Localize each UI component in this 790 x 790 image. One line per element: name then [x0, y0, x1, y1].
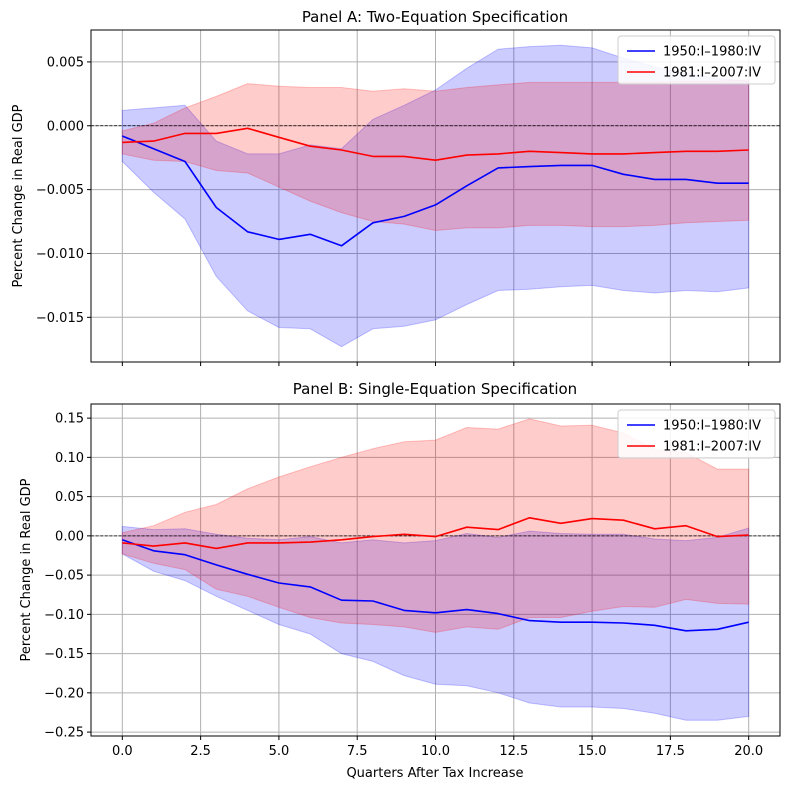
panel-a-lines — [121, 127, 749, 247]
panel-b-y-tick-label: −0.20 — [44, 686, 84, 701]
panel-b-x-ticks: 0.0 2.5 5.0 7.5 10.0 12.5 15.0 17.5 20.0 — [112, 736, 763, 759]
panel-b-y-tick-label: −0.25 — [44, 726, 84, 741]
panel-a-legend-label-red: 1981:I–2007:IV — [663, 66, 761, 81]
panel-a: Panel A: Two-Equation Specification Perc… — [11, 8, 781, 366]
panel-b: Panel B: Single-Equation Specification P… — [19, 380, 781, 759]
panel-b-ylabel: Percent Change in Real GDP — [19, 478, 34, 661]
panel-a-y-tick-label: 0.000 — [47, 119, 84, 134]
x-tick-label: 20.0 — [734, 744, 763, 759]
panel-b-legend-box — [617, 409, 776, 459]
panel-b-legend-label-red: 1981:I–2007:IV — [663, 440, 761, 455]
panel-a-legend-label-blue: 1950:I–1980:IV — [663, 45, 761, 60]
panel-a-line-red — [122, 127, 749, 161]
x-tick-label: 5.0 — [269, 744, 290, 759]
panel-b-bands — [121, 418, 750, 721]
x-tick-label: 17.5 — [656, 744, 685, 759]
panel-a-legend: 1950:I–1980:IV 1981:I–2007:IV — [617, 35, 776, 85]
panel-b-legend: 1950:I–1980:IV 1981:I–2007:IV — [617, 409, 776, 459]
x-tick-label: 10.0 — [421, 744, 450, 759]
panel-b-y-tick-label: −0.05 — [44, 569, 84, 584]
panel-b-y-tick-label: 0.00 — [55, 529, 84, 544]
panel-a-y-tick-label: −0.015 — [36, 311, 84, 326]
panel-b-y-tick-label: 0.10 — [55, 451, 84, 466]
panel-a-x-ticks — [121, 362, 750, 366]
panel-b-line-blue — [122, 539, 749, 632]
x-tick-label: 12.5 — [499, 744, 528, 759]
panel-a-legend-box — [617, 35, 776, 85]
x-axis-label: Quarters After Tax Increase — [346, 766, 523, 781]
panel-b-y-tick-label: 0.05 — [55, 490, 84, 505]
x-tick-label: 0.0 — [112, 744, 133, 759]
panel-b-y-tick-label: 0.15 — [55, 412, 84, 427]
panel-a-bands — [121, 44, 750, 348]
panel-b-band-blue — [121, 525, 750, 721]
x-tick-label: 2.5 — [190, 744, 211, 759]
panel-b-title: Panel B: Single-Equation Specification — [293, 380, 577, 398]
panel-a-title: Panel A: Two-Equation Specification — [302, 8, 568, 26]
x-tick-label: 15.0 — [578, 744, 607, 759]
panel-a-y-tick-label: 0.005 — [47, 55, 84, 70]
panel-b-y-tick-label: −0.15 — [44, 647, 84, 662]
panel-b-line-red — [122, 516, 749, 550]
panel-a-y-ticks: 0.005 0.000 −0.005 −0.010 −0.015 — [36, 55, 91, 326]
panel-b-band-red — [121, 418, 750, 633]
panel-a-frame — [90, 29, 781, 363]
panel-b-lines — [122, 516, 749, 632]
panel-a-band-blue — [121, 44, 750, 348]
panel-b-y-ticks: 0.15 0.10 0.05 0.00 −0.05 −0.10 −0.15 −0.20 −0.2… — [44, 412, 91, 741]
panel-b-y-tick-label: −0.10 — [44, 608, 84, 623]
panel-b-frame — [90, 403, 781, 737]
x-tick-label: 7.5 — [347, 744, 368, 759]
panel-a-y-tick-label: −0.010 — [36, 247, 84, 262]
panel-a-y-tick-label: −0.005 — [36, 183, 84, 198]
panel-a-line-blue — [121, 135, 749, 247]
panel-a-band-red — [121, 79, 750, 232]
panel-a-ylabel: Percent Change in Real GDP — [11, 104, 26, 287]
panel-b-legend-label-blue: 1950:I–1980:IV — [663, 419, 761, 434]
